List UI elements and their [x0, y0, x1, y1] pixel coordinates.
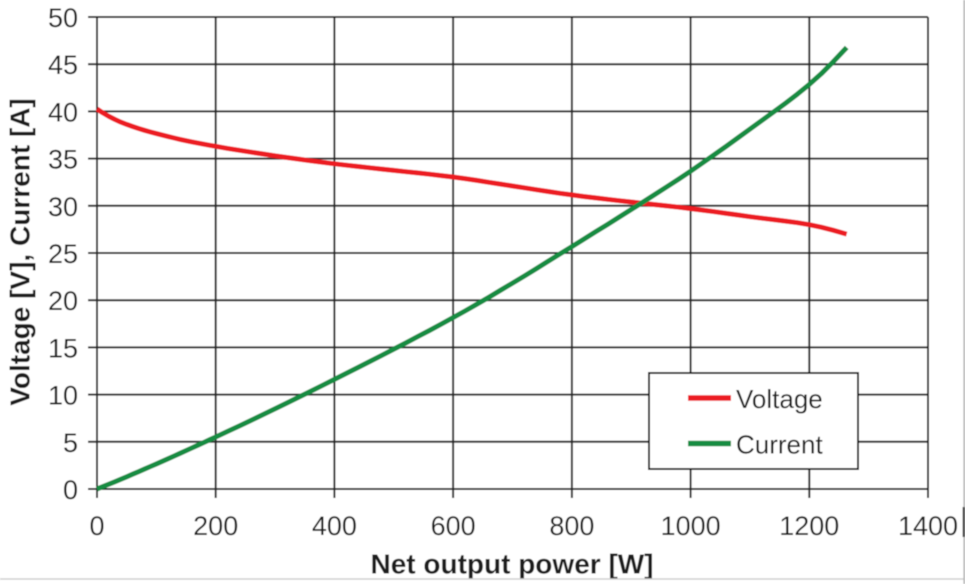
svg-text:50: 50 — [48, 3, 78, 33]
svg-text:400: 400 — [312, 511, 357, 541]
svg-text:0: 0 — [63, 475, 78, 505]
svg-text:45: 45 — [48, 50, 78, 80]
svg-text:10: 10 — [48, 381, 78, 411]
svg-text:25: 25 — [48, 239, 78, 269]
svg-text:5: 5 — [63, 428, 78, 458]
svg-text:20: 20 — [48, 286, 78, 316]
svg-text:Voltage: Voltage — [736, 384, 823, 414]
svg-text:Voltage [V], Current [A]: Voltage [V], Current [A] — [5, 98, 36, 405]
svg-text:600: 600 — [431, 511, 476, 541]
svg-text:800: 800 — [549, 511, 594, 541]
svg-text:Net output power [W]: Net output power [W] — [370, 549, 653, 580]
svg-text:0: 0 — [89, 511, 104, 541]
svg-text:1000: 1000 — [661, 511, 721, 541]
svg-text:1400: 1400 — [898, 511, 958, 541]
svg-text:1200: 1200 — [779, 511, 839, 541]
svg-text:200: 200 — [193, 511, 238, 541]
svg-text:Current: Current — [736, 430, 823, 460]
svg-text:35: 35 — [48, 145, 78, 175]
svg-text:15: 15 — [48, 333, 78, 363]
svg-text:30: 30 — [48, 192, 78, 222]
svg-text:40: 40 — [48, 97, 78, 127]
